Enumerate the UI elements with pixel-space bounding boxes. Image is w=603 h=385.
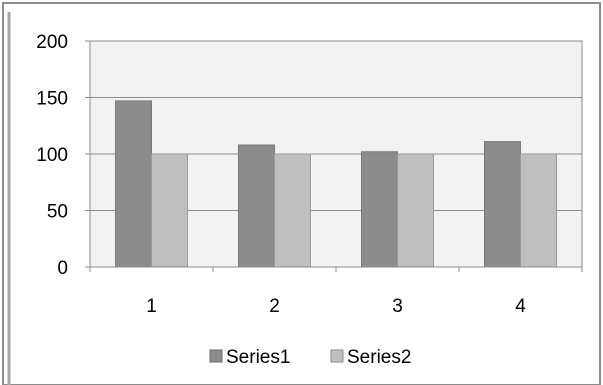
legend-swatch-series2	[330, 349, 344, 363]
bars	[115, 100, 557, 268]
x-tick-label: 1	[146, 296, 157, 317]
bar-series2-cat-4	[520, 153, 557, 268]
bar-series2-cat-1	[151, 153, 188, 268]
y-tick-label: 100	[36, 145, 68, 166]
legend-label-series1: Series1	[226, 347, 290, 368]
bar-series2-cat-3	[397, 153, 434, 268]
legend: Series1 Series2	[209, 347, 411, 368]
bar-series2-cat-2	[274, 153, 311, 268]
x-tick-label: 3	[392, 296, 403, 317]
x-tick-label: 2	[269, 296, 280, 317]
y-ticks: 0 50 100 150 200	[36, 32, 90, 279]
legend-swatch-series1	[209, 349, 223, 363]
y-tick-label: 50	[47, 202, 68, 223]
x-tick-label: 4	[515, 296, 526, 317]
bar-series1-cat-3	[361, 151, 398, 268]
bar-series1-cat-1	[115, 100, 152, 268]
y-tick-label: 150	[36, 89, 68, 110]
y-tick-label: 0	[57, 258, 68, 279]
y-tick-label: 200	[36, 32, 68, 53]
bar-series1-cat-2	[238, 144, 275, 268]
legend-label-series2: Series2	[347, 347, 411, 368]
x-ticks: 1 2 3 4	[89, 267, 583, 317]
bar-series1-cat-4	[484, 141, 521, 268]
